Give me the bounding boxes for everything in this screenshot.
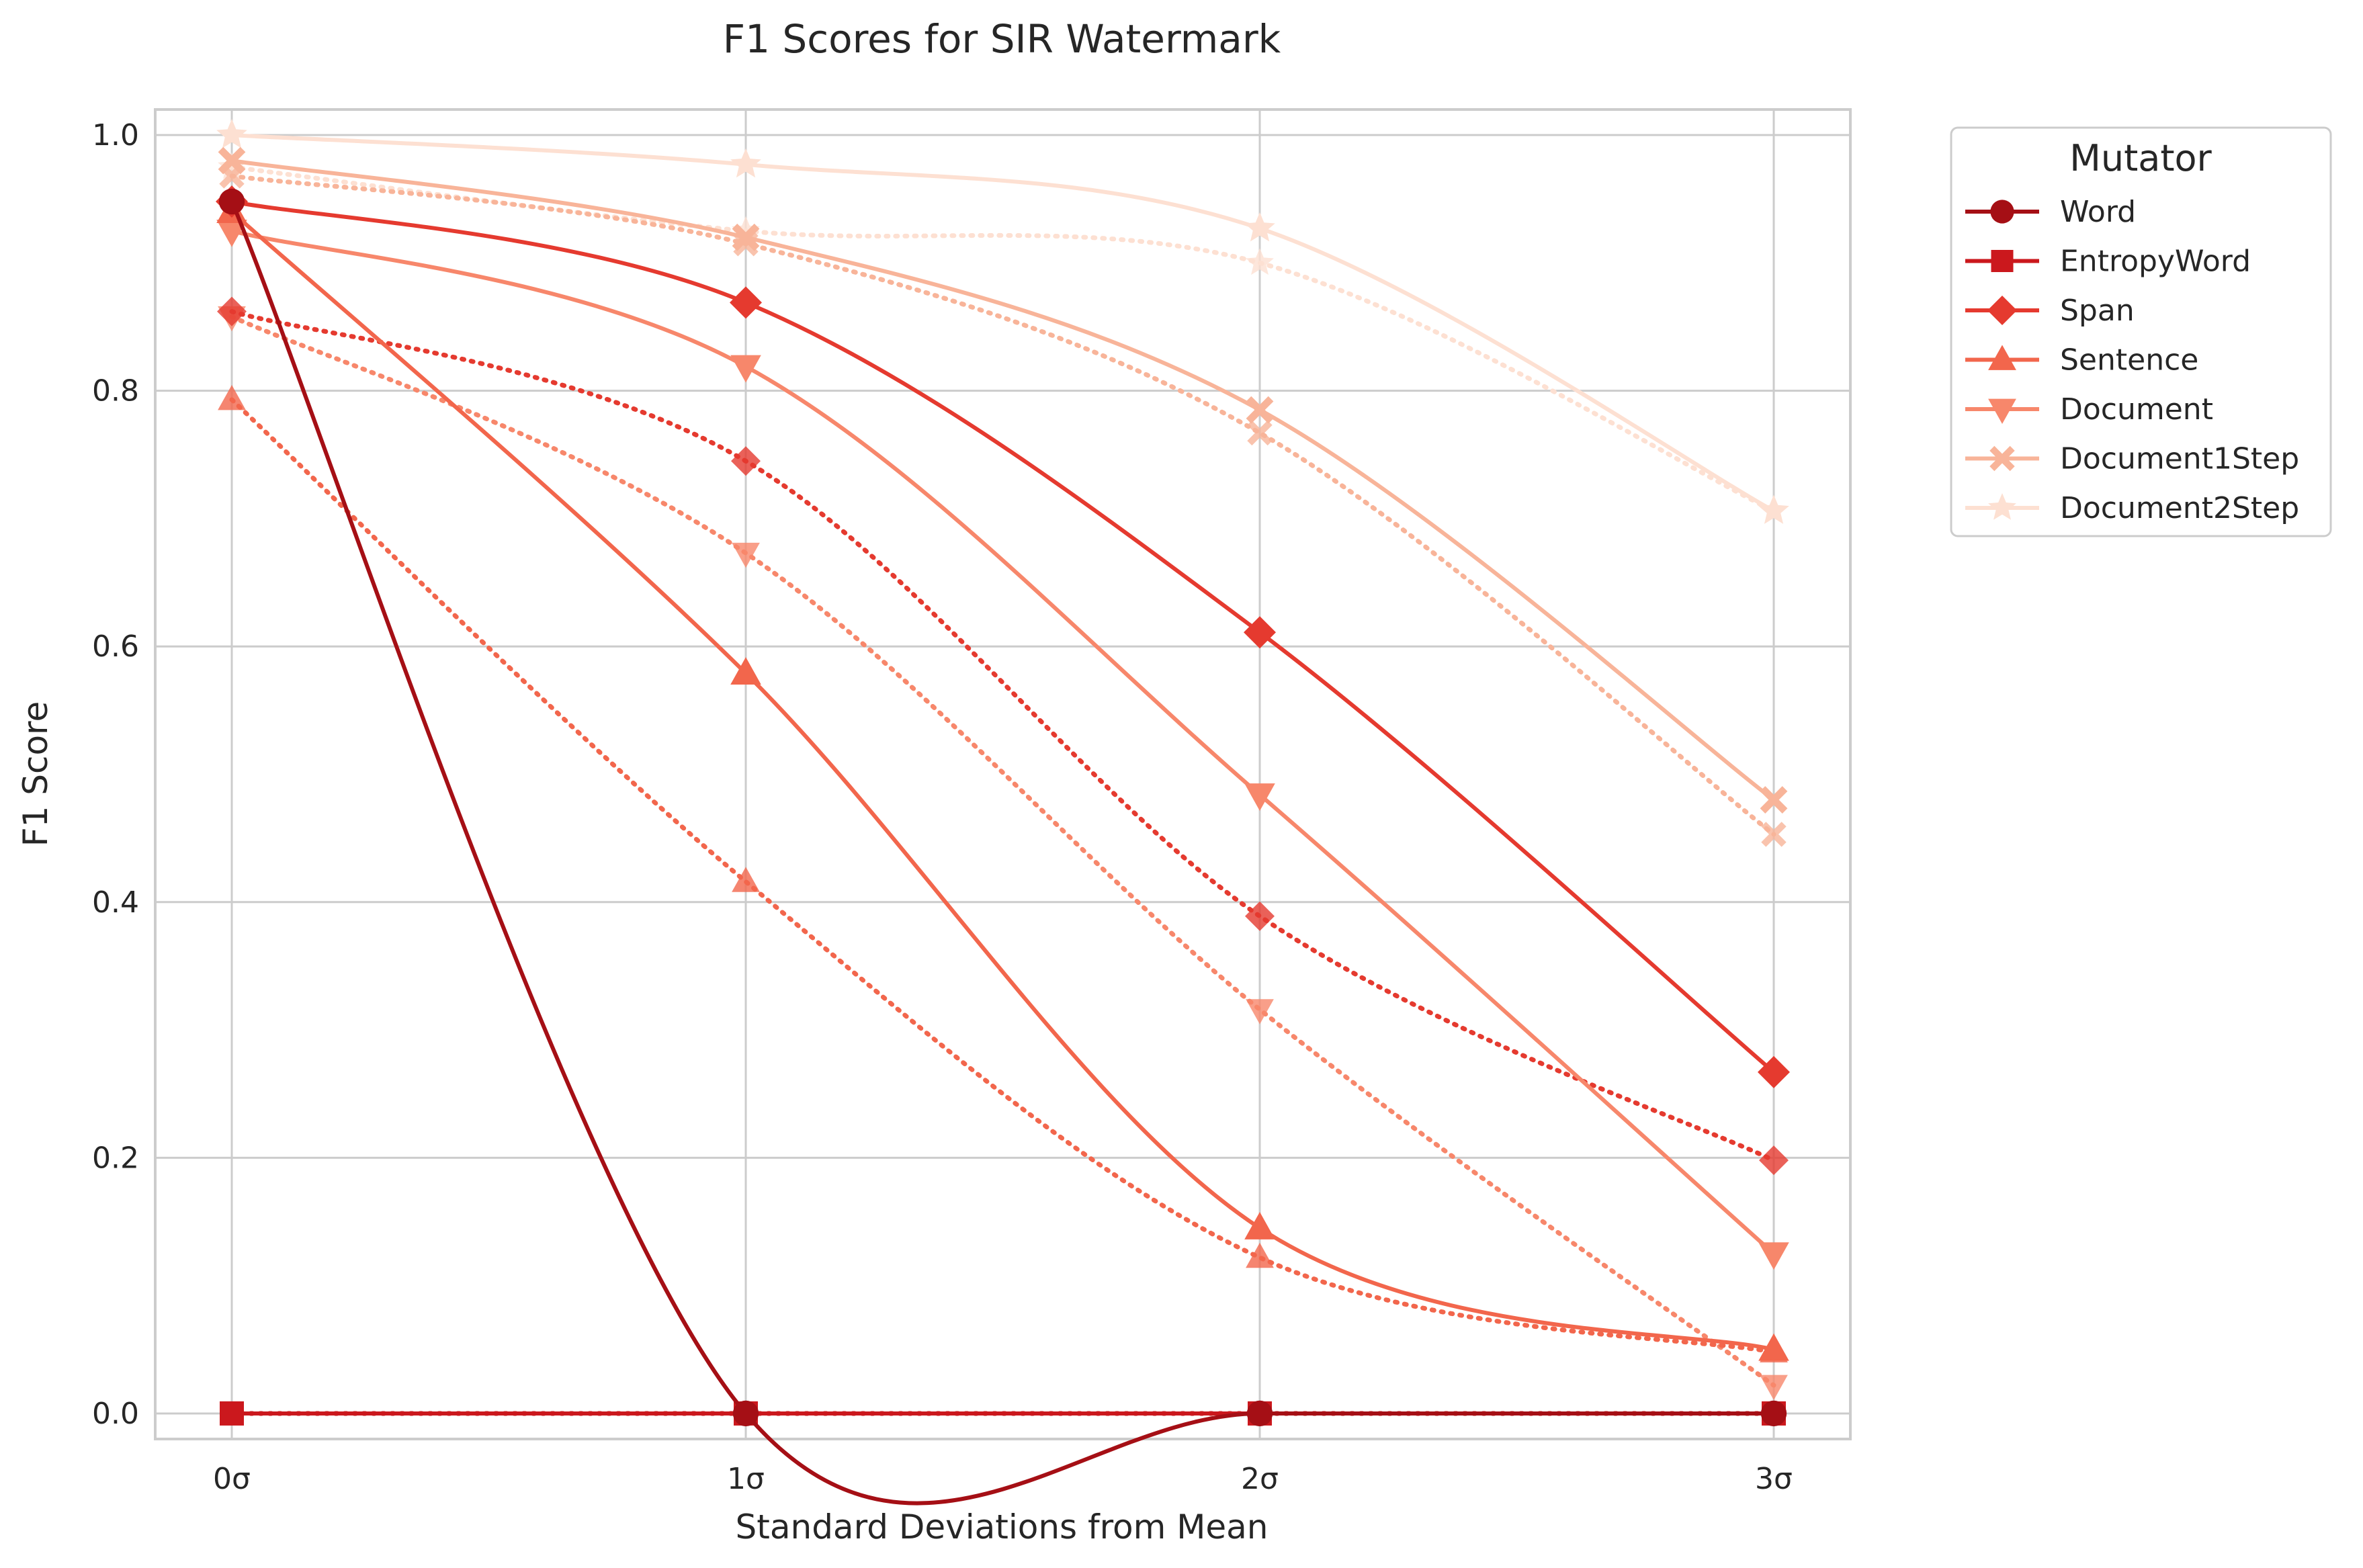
dotted-line	[229, 165, 1776, 514]
series-document2step	[216, 119, 1789, 524]
data-point	[1760, 786, 1788, 814]
data-point	[1758, 1333, 1789, 1361]
legend-item: Document	[1965, 392, 2213, 427]
series-dotted-sentence	[218, 384, 1788, 1363]
data-point	[1758, 494, 1789, 524]
data-point	[1758, 1242, 1789, 1270]
legend-item: Span	[1965, 294, 2135, 328]
data-point	[218, 384, 246, 410]
series-line	[231, 133, 1775, 513]
data-point	[730, 286, 762, 319]
series-line	[231, 159, 1775, 801]
y-axis-label: F1 Score	[16, 701, 55, 847]
data-point	[217, 296, 247, 326]
series-document	[216, 219, 1789, 1270]
series-line	[230, 210, 1774, 1352]
data-point	[732, 542, 760, 568]
y-tick-label: 0.2	[92, 1141, 139, 1175]
data-point	[1244, 616, 1276, 649]
y-tick-label: 0.0	[92, 1397, 139, 1431]
legend-box	[1950, 126, 2332, 537]
legend-label: Document	[2060, 392, 2213, 427]
data-point	[1245, 901, 1275, 931]
series-sentence	[216, 195, 1789, 1361]
tick-labels: 0.0 0.2 0.4 0.6 0.8 1.0 0σ 1σ 2σ 3σ	[92, 118, 1793, 1496]
data-point	[1246, 248, 1274, 275]
data-point	[730, 355, 761, 383]
series-word	[218, 188, 1787, 1506]
y-tick-label: 0.8	[92, 374, 139, 408]
legend-item: Sentence	[1965, 343, 2198, 378]
legend-label: EntropyWord	[2060, 245, 2251, 279]
legend-item: Document2Step	[1965, 491, 2299, 525]
data-point	[730, 657, 761, 685]
legend-marker	[1990, 200, 2014, 224]
legend-marker	[1987, 296, 2017, 325]
legend-item: Word	[1965, 195, 2136, 229]
data-point	[1246, 999, 1274, 1025]
x-tick-label: 0σ	[213, 1462, 251, 1496]
data-point	[1246, 396, 1274, 424]
legend-marker	[1991, 250, 2014, 272]
series-span	[216, 185, 1790, 1088]
dotted-line	[229, 173, 1776, 837]
legend-marker	[1988, 345, 2016, 370]
legend: Mutator Word EntropyWord Span Sentence Docum…	[1950, 126, 2332, 537]
legend-marker	[1988, 493, 2016, 520]
y-tick-label: 0.6	[92, 629, 139, 664]
data-point	[1246, 1400, 1273, 1427]
dotted-line	[229, 314, 1776, 1388]
data-point	[732, 1400, 759, 1427]
series-document1step	[218, 146, 1788, 814]
series-line	[231, 200, 1775, 1074]
series-dotted-span	[217, 296, 1789, 1176]
data-point	[216, 119, 247, 148]
x-tick-label: 2σ	[1241, 1462, 1279, 1496]
legend-marker	[1989, 445, 2015, 472]
legend-label: Sentence	[2060, 343, 2198, 378]
data-point	[1760, 1375, 1788, 1401]
legend-label: Document2Step	[2060, 491, 2299, 525]
x-tick-label: 1σ	[727, 1462, 765, 1496]
legend-items: Word EntropyWord Span Sentence Document Docum…	[1965, 195, 2299, 525]
y-tick-label: 0.4	[92, 885, 139, 920]
series-line	[231, 228, 1775, 1256]
data-point	[1759, 1145, 1789, 1176]
data-point	[218, 188, 245, 215]
legend-title: Mutator	[2069, 137, 2212, 179]
data-point	[1244, 212, 1275, 242]
data-point	[732, 867, 760, 892]
data-point	[218, 146, 246, 175]
data-point	[730, 148, 761, 178]
data-point	[732, 223, 760, 251]
dotted-line	[229, 397, 1776, 1355]
series-line	[230, 200, 1774, 1506]
legend-marker	[1988, 398, 2016, 424]
data-point	[1244, 1212, 1275, 1239]
chart-title: F1 Scores for SIR Watermark	[723, 16, 1281, 62]
legend-item: Document1Step	[1965, 442, 2299, 476]
data-point	[1244, 783, 1275, 811]
x-tick-label: 3σ	[1755, 1462, 1793, 1496]
data-point	[1761, 822, 1787, 847]
data-point	[1246, 1242, 1274, 1268]
data-point	[216, 219, 247, 247]
data-point	[1758, 1055, 1790, 1088]
y-tick-label: 1.0	[92, 118, 139, 153]
data-point	[220, 1401, 244, 1426]
legend-item: EntropyWord	[1965, 245, 2251, 279]
data-point	[1760, 1400, 1787, 1427]
legend-label: Word	[2060, 195, 2136, 229]
data-point	[1247, 420, 1273, 446]
series-layer	[216, 119, 1790, 1506]
dotted-line	[229, 309, 1776, 1163]
x-axis-label: Standard Deviations from Mean	[736, 1508, 1269, 1547]
data-point	[731, 446, 761, 476]
legend-label: Span	[2060, 294, 2135, 328]
plot-area	[154, 108, 1852, 1440]
grid	[155, 110, 1850, 1439]
legend-label: Document1Step	[2060, 442, 2299, 476]
